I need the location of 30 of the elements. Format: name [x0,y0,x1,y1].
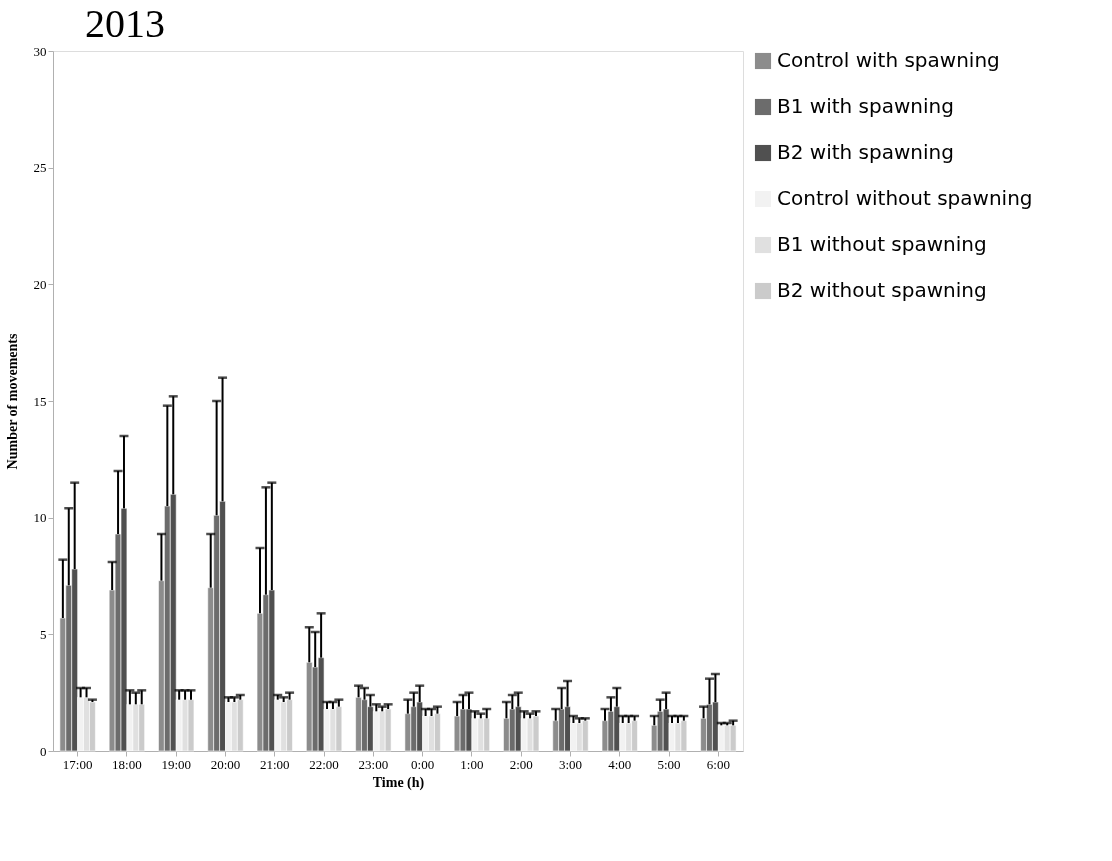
x-tick-label: 21:00 [259,756,290,772]
x-tick-label: 22:00 [309,756,339,772]
x-tick-label: 19:00 [161,756,192,772]
y-tick-label: 0 [40,743,47,759]
x-axis-title: Time (h) [372,774,425,791]
y-tick-label: 5 [40,626,47,642]
x-tick-label: 23:00 [358,756,389,772]
x-tick-label: 17:00 [62,756,93,772]
chart-title: 2013 [85,1,165,46]
x-tick-label: 4:00 [608,756,632,772]
legend-label: Control with spawning [777,48,1000,72]
legend-label: B2 without spawning [777,278,987,302]
y-tick-label: 15 [33,393,47,409]
y-axis-title: Number of movements [4,333,20,470]
x-tick-label: 20:00 [210,756,241,772]
y-tick-label: 10 [33,510,47,526]
x-tick-label: 1:00 [460,756,484,772]
x-tick-label: 5:00 [657,756,681,772]
y-tick-label: 25 [33,160,47,176]
legend-label: B2 with spawning [777,140,954,164]
x-tick-label: 3:00 [558,756,583,772]
legend-label: Control without spawning [777,186,1033,210]
x-tick-label: 2:00 [509,756,533,772]
y-tick-label: 20 [33,276,47,292]
legend-label: B1 without spawning [777,232,987,256]
x-tick-label: 0:00 [411,756,435,772]
x-tick-label: 6:00 [706,756,730,772]
x-tick-label: 18:00 [112,756,142,772]
y-tick-label: 30 [33,43,47,59]
legend-label: B1 with spawning [777,94,954,118]
